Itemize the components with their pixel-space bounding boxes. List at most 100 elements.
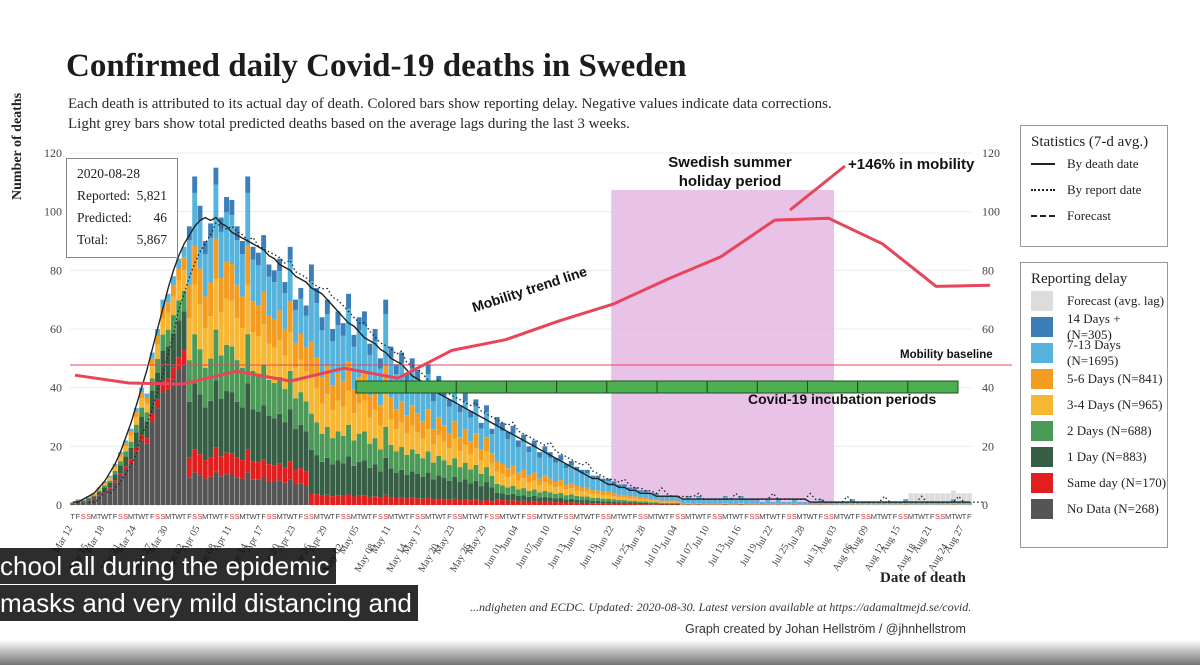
bar-segment — [441, 478, 447, 500]
bar-segment — [568, 494, 574, 499]
bar-segment — [112, 474, 118, 481]
bar-segment — [298, 424, 304, 469]
bar-segment — [356, 403, 362, 434]
legend-label: No Data (N=268) — [1067, 501, 1159, 516]
bar-segment — [287, 332, 293, 371]
y-tick-label: 120 — [44, 146, 62, 160]
bar-segment — [218, 312, 224, 356]
bar-segment — [229, 199, 235, 216]
bar-segment — [282, 355, 288, 390]
weekday-tick: M — [202, 512, 208, 521]
bar-segment — [112, 482, 118, 505]
reporting-delay-items: Forecast (avg. lag) 14 Days + (N=305) 7-13… — [1021, 288, 1167, 522]
weekday-tick: M — [574, 512, 580, 521]
x-tick-label: May 29 — [464, 524, 489, 556]
bar-segment — [484, 467, 489, 483]
bar-segment — [388, 497, 394, 505]
weekday-tick: S — [155, 512, 160, 521]
bar-segment — [293, 484, 298, 505]
bar-segment — [319, 461, 325, 496]
bar-segment — [139, 440, 145, 505]
bar-segment — [531, 489, 537, 496]
bar-segment — [202, 241, 208, 255]
bar-segment — [287, 409, 293, 462]
bar-segment — [388, 397, 394, 420]
weekday-tick: M — [128, 512, 134, 521]
bar-segment — [956, 502, 962, 505]
chart-title: Confirmed daily Covid-19 deaths in Swede… — [66, 48, 687, 84]
legend-label: Forecast (avg. lag) — [1067, 293, 1165, 308]
weekday-tick: F — [187, 512, 192, 521]
bar-segment — [144, 393, 150, 398]
weekday-tick: T — [702, 512, 707, 521]
bar-segment — [186, 457, 192, 478]
bar-segment — [133, 416, 139, 425]
bar-segment — [616, 502, 622, 504]
bar-segment — [314, 303, 320, 358]
bar-segment — [579, 487, 585, 492]
bar-segment — [362, 460, 367, 496]
weekday-tick: S — [160, 512, 165, 521]
bar-segment — [123, 446, 129, 452]
bar-segment — [568, 502, 574, 505]
bar-segment — [929, 502, 935, 505]
weekday-tick: F — [707, 512, 712, 521]
weekday-tick: W — [398, 512, 406, 521]
bar-segment — [149, 366, 155, 379]
bar-segment — [436, 498, 442, 505]
bar-segment — [128, 459, 134, 464]
bar-segment — [255, 462, 261, 480]
bar-segment — [245, 472, 251, 505]
bar-segment — [515, 489, 521, 496]
bar-segment — [393, 364, 399, 375]
weekday-tick: T — [728, 512, 733, 521]
bar-segment — [261, 459, 267, 479]
bar-segment — [415, 473, 420, 499]
bar-segment — [186, 226, 192, 241]
bar-segment — [669, 504, 675, 505]
weekday-tick: S — [643, 512, 648, 521]
bar-segment — [123, 469, 129, 505]
bar-segment — [282, 467, 288, 483]
weekday-tick: S — [266, 512, 271, 521]
bar-segment — [675, 500, 680, 502]
weekday-tick: S — [569, 512, 574, 521]
delay-legend-item: 1 Day (N=883) — [1021, 444, 1167, 470]
bar-segment — [648, 504, 654, 505]
bar-segment — [165, 346, 171, 379]
bar-segment — [112, 470, 118, 475]
bar-segment — [616, 497, 622, 501]
bar-segment — [362, 324, 367, 374]
bar-segment — [255, 305, 261, 336]
forecast-bar — [924, 493, 930, 503]
bar-segment — [515, 446, 521, 473]
bar-segment — [462, 393, 468, 402]
bar-segment — [537, 492, 543, 498]
bar-segment — [499, 422, 505, 432]
bar-segment — [80, 501, 86, 505]
bar-segment — [356, 433, 362, 462]
bar-segment — [568, 483, 574, 489]
bar-segment — [181, 311, 187, 351]
bar-segment — [473, 406, 479, 434]
bar-segment — [919, 502, 925, 505]
subtitle-line-1: Each death is attributed to its actual d… — [68, 96, 832, 112]
weekday-tick: F — [893, 512, 898, 521]
bar-segment — [96, 495, 102, 505]
weekday-tick: T — [468, 512, 473, 521]
bar-segment — [171, 285, 176, 297]
bar-segment — [685, 496, 691, 498]
weekday-tick: W — [435, 512, 443, 521]
weekday-tick: M — [685, 512, 691, 521]
bar-segment — [351, 346, 357, 390]
bar-segment — [218, 355, 224, 399]
bar-segment — [298, 392, 304, 425]
forecast-bar — [935, 493, 940, 503]
bar-segment — [425, 497, 431, 505]
summary-box: 2020-08-28 Reported: 5,821 Predicted: 46… — [66, 158, 178, 258]
bar-segment — [266, 379, 272, 417]
bar-segment — [542, 482, 548, 491]
bar-segment — [155, 373, 160, 400]
bar-segment — [107, 483, 113, 488]
bar-segment — [192, 449, 198, 473]
